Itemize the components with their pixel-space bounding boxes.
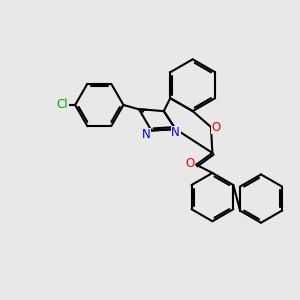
- Text: N: N: [142, 128, 151, 142]
- Text: O: O: [212, 121, 221, 134]
- Text: O: O: [185, 157, 194, 170]
- Text: Cl: Cl: [56, 98, 68, 111]
- Text: N: N: [171, 126, 180, 139]
